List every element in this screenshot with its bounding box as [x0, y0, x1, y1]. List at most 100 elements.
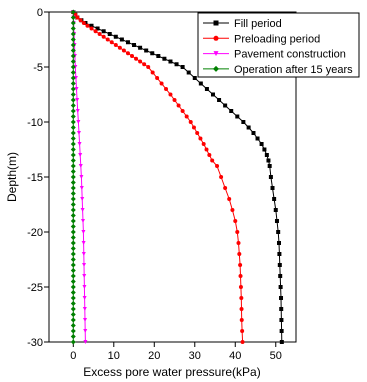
data-point-preloading-period	[230, 208, 235, 212]
data-point-operation-after-15-years	[70, 191, 76, 196]
data-point-operation-after-15-years	[70, 257, 76, 262]
data-point-operation-after-15-years	[70, 37, 76, 42]
data-point-operation-after-15-years	[70, 119, 76, 125]
data-point-operation-after-15-years	[70, 290, 76, 295]
data-point-fill-period	[279, 318, 284, 322]
data-point-preloading-period	[219, 175, 224, 179]
data-point-fill-period	[279, 296, 284, 300]
x-tick-label: 50	[270, 350, 282, 362]
data-point-preloading-period	[227, 197, 232, 201]
data-point-operation-after-15-years	[70, 273, 76, 279]
data-point-fill-period	[267, 164, 272, 168]
data-point-operation-after-15-years	[70, 185, 76, 191]
data-point-operation-after-15-years	[70, 158, 76, 163]
data-point-pavement-construction	[82, 296, 87, 300]
data-point-operation-after-15-years	[70, 328, 76, 334]
data-point-fill-period	[144, 48, 149, 53]
data-point-preloading-period	[85, 23, 90, 28]
data-point-operation-after-15-years	[70, 295, 76, 301]
data-point-fill-period	[251, 131, 256, 135]
data-point-operation-after-15-years	[70, 224, 76, 229]
x-tick-label: 30	[189, 350, 201, 362]
data-point-fill-period	[162, 56, 167, 61]
y-tick-label: -25	[27, 282, 43, 294]
data-point-preloading-period	[134, 56, 139, 61]
data-point-fill-period	[132, 43, 137, 47]
data-point-pavement-construction	[83, 329, 88, 333]
data-point-preloading-period	[235, 230, 240, 234]
series-fill-period	[71, 10, 284, 344]
data-point-preloading-period	[223, 186, 228, 190]
data-point-fill-period	[101, 29, 106, 34]
data-point-fill-period	[89, 23, 94, 28]
y-tick-label: -15	[27, 172, 43, 184]
data-point-preloading-period	[125, 51, 130, 56]
data-point-operation-after-15-years	[70, 75, 76, 81]
y-tick-label: -10	[27, 117, 43, 129]
data-point-operation-after-15-years	[70, 213, 76, 218]
data-point-preloading-period	[93, 29, 98, 34]
y-tick-label: -5	[33, 62, 43, 74]
data-point-fill-period	[270, 186, 275, 190]
data-point-pavement-construction	[81, 230, 86, 234]
data-point-preloading-period	[201, 142, 206, 146]
data-point-preloading-period	[172, 98, 177, 102]
data-point-preloading-period	[117, 45, 122, 50]
data-point-operation-after-15-years	[70, 86, 76, 92]
data-point-preloading-period	[191, 125, 196, 130]
data-point-pavement-construction	[81, 219, 86, 223]
legend-box	[197, 12, 360, 78]
data-point-operation-after-15-years	[70, 218, 76, 224]
data-point-operation-after-15-years	[70, 48, 76, 53]
legend-label-preloading-period: Preloading period	[234, 33, 320, 45]
data-point-preloading-period	[176, 103, 181, 108]
series-preloading-period	[71, 10, 245, 344]
data-point-operation-after-15-years	[70, 180, 76, 185]
data-point-fill-period	[268, 175, 273, 179]
data-point-pavement-construction	[82, 274, 87, 278]
data-point-operation-after-15-years	[70, 207, 76, 213]
data-point-fill-period	[186, 70, 191, 75]
data-point-preloading-period	[168, 92, 173, 97]
data-point-fill-period	[210, 92, 215, 97]
data-point-preloading-period	[239, 296, 244, 300]
data-point-fill-period	[266, 158, 271, 163]
data-point-preloading-period	[101, 34, 106, 39]
data-point-fill-period	[276, 230, 281, 234]
data-point-operation-after-15-years	[70, 152, 76, 158]
data-point-fill-period	[241, 120, 246, 124]
data-point-fill-period	[107, 32, 112, 36]
data-point-operation-after-15-years	[70, 262, 76, 268]
data-point-operation-after-15-years	[70, 147, 76, 152]
data-point-fill-period	[264, 153, 269, 157]
data-point-operation-after-15-years	[70, 42, 76, 48]
data-point-pavement-construction	[75, 109, 80, 113]
data-point-preloading-period	[236, 241, 241, 245]
data-point-preloading-period	[113, 43, 118, 47]
data-point-operation-after-15-years	[70, 240, 76, 246]
data-point-operation-after-15-years	[70, 301, 76, 306]
data-point-pavement-construction	[78, 164, 83, 168]
series-operation-after-15-years	[70, 9, 76, 345]
data-point-preloading-period	[97, 32, 102, 36]
data-point-fill-period	[138, 45, 143, 50]
legend-marker-operation-after-15-years	[213, 65, 219, 72]
data-point-operation-after-15-years	[70, 334, 76, 339]
data-point-operation-after-15-years	[70, 169, 76, 174]
data-point-operation-after-15-years	[70, 163, 76, 169]
legend-label-operation-after-15-years: Operation after 15 years	[234, 64, 353, 76]
data-point-preloading-period	[121, 48, 126, 53]
data-point-fill-period	[246, 125, 251, 130]
data-point-pavement-construction	[76, 131, 81, 135]
legend-label-fill-period: Fill period	[234, 18, 282, 30]
data-point-operation-after-15-years	[70, 339, 76, 345]
data-point-preloading-period	[75, 15, 80, 20]
data-point-fill-period	[174, 62, 179, 67]
data-point-fill-period	[168, 59, 173, 64]
data-point-pavement-construction	[82, 307, 87, 311]
data-point-preloading-period	[210, 158, 215, 163]
data-point-fill-period	[223, 103, 228, 108]
data-point-operation-after-15-years	[70, 53, 76, 59]
legend-marker-preloading-period	[213, 35, 219, 41]
